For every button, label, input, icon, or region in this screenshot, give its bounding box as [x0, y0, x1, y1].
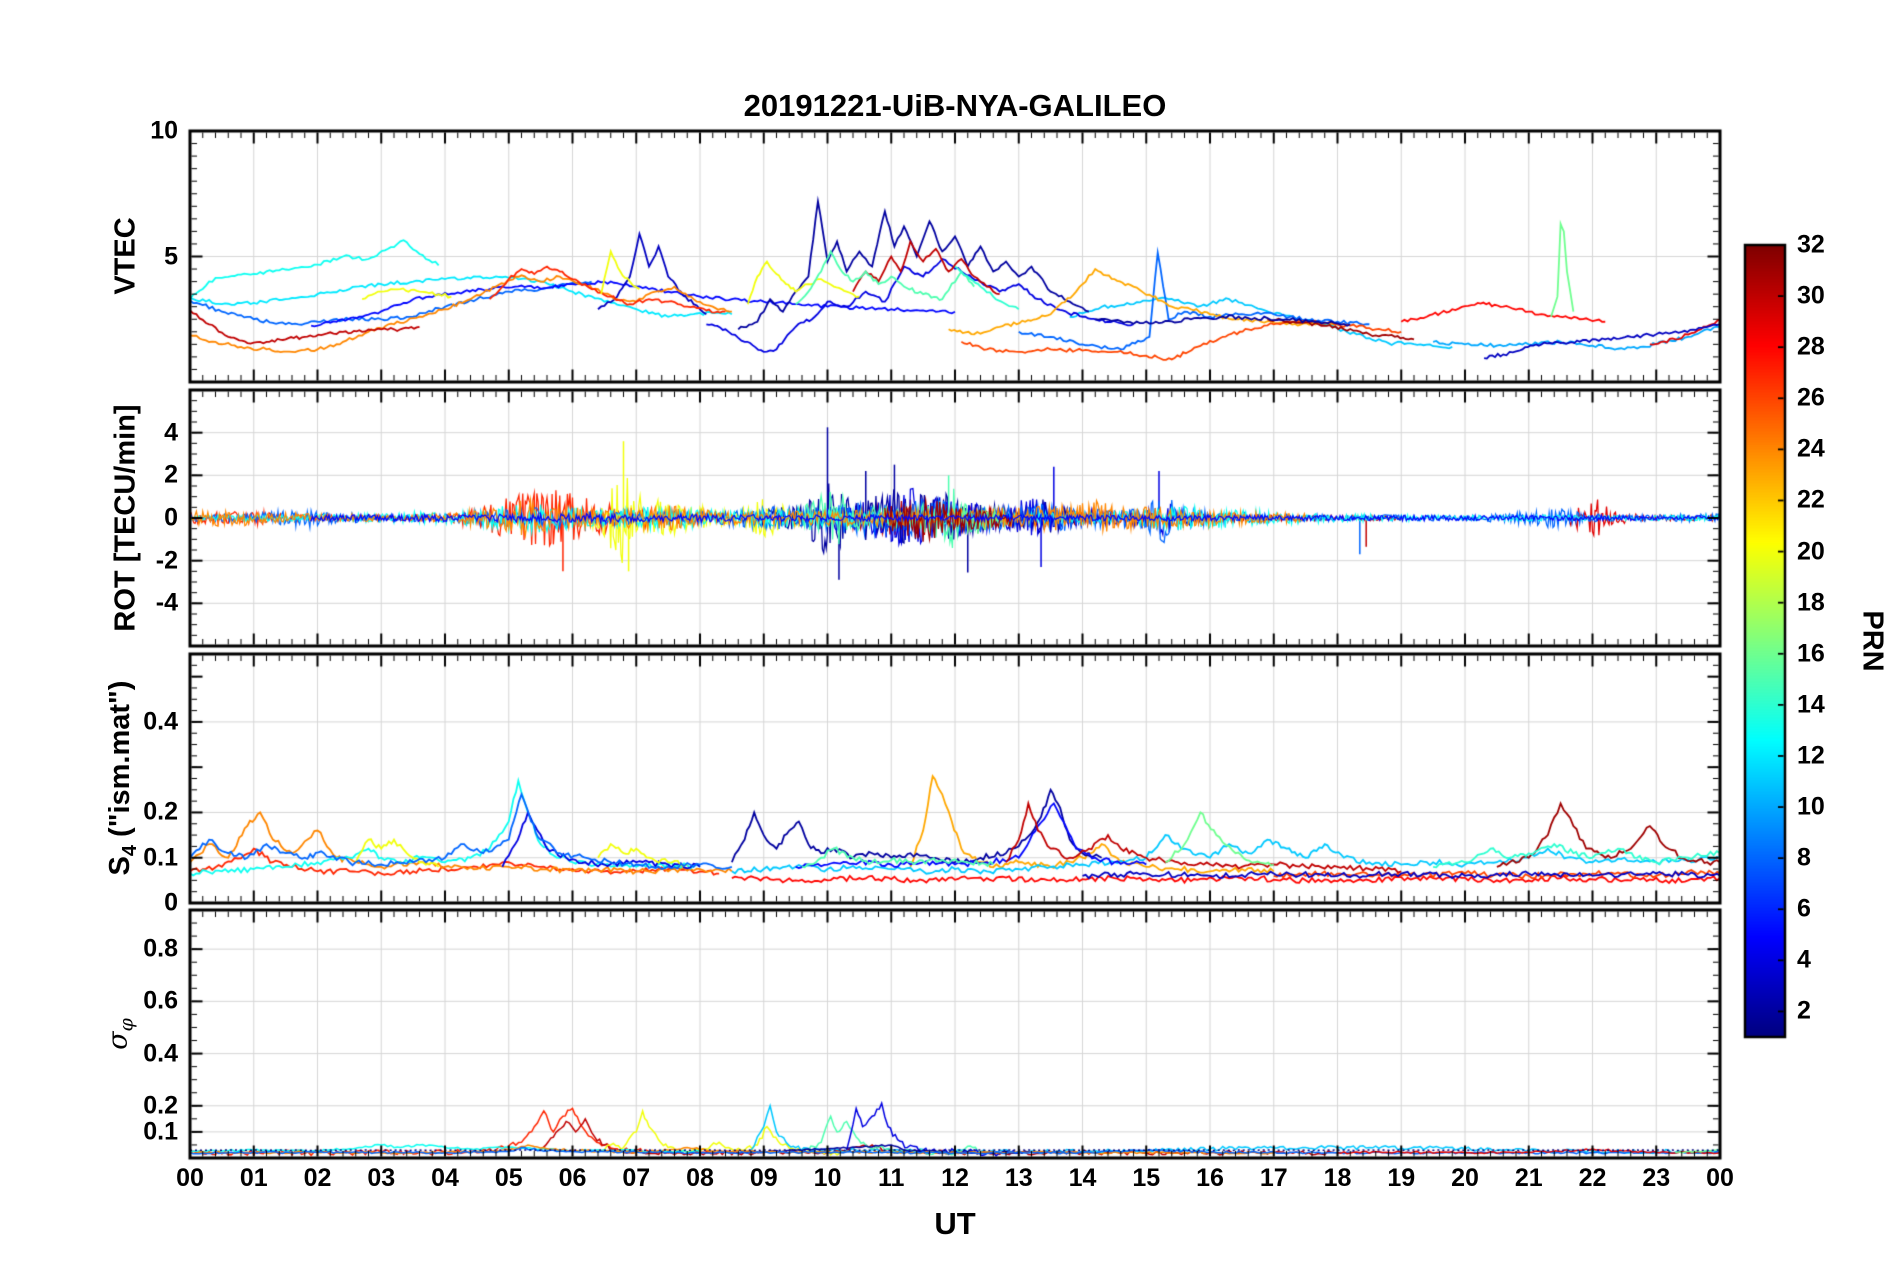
y-tick-label: 5 — [164, 242, 178, 270]
x-tick-label: 11 — [878, 1164, 905, 1192]
vtec-axis-label: VTEC — [109, 217, 142, 295]
y-tick-label: -4 — [155, 588, 178, 617]
colorbar-tick-label: 30 — [1797, 281, 1825, 310]
x-tick-label: 02 — [303, 1164, 332, 1192]
x-tick-label: 09 — [749, 1164, 778, 1192]
colorbar-tick-label: 12 — [1797, 741, 1825, 770]
x-tick-label: 07 — [622, 1164, 651, 1192]
colorbar-tick-label: 8 — [1797, 843, 1811, 872]
y-tick-label: 2 — [164, 460, 178, 489]
y-tick-label: 0.2 — [143, 1091, 178, 1120]
x-tick-label: 18 — [1323, 1164, 1352, 1192]
y-tick-label: 0.6 — [143, 986, 178, 1015]
sigma-label-main: σ — [102, 1031, 134, 1050]
x-tick-label: 13 — [1004, 1164, 1033, 1192]
y-tick-label: 0.2 — [143, 797, 178, 826]
colorbar-tick-label: 24 — [1797, 434, 1825, 463]
y-tick-label: 0 — [164, 503, 178, 532]
x-tick-label: 16 — [1196, 1164, 1224, 1192]
colorbar-tick-label: 28 — [1797, 332, 1825, 361]
rot-axis-label: ROT [TECU/min] — [109, 404, 142, 632]
colorbar-tick-label: 4 — [1797, 945, 1811, 974]
x-tick-label: 20 — [1451, 1164, 1479, 1192]
x-tick-label: 17 — [1259, 1164, 1288, 1192]
y-tick-label: 0.1 — [143, 843, 178, 872]
x-tick-label: 05 — [494, 1164, 523, 1192]
colorbar-tick-label: 6 — [1797, 894, 1811, 923]
chart-title: 20191221-UiB-NYA-GALILEO — [743, 88, 1167, 123]
x-tick-label: 06 — [558, 1164, 587, 1192]
y-tick-label: 0.1 — [143, 1117, 178, 1146]
x-tick-label: 21 — [1514, 1164, 1543, 1192]
s4-label-sub: 4 — [118, 845, 141, 857]
colorbar-tick-label: 2 — [1797, 996, 1811, 1025]
colorbar-tick-label: 10 — [1797, 792, 1825, 821]
x-tick-label: 19 — [1387, 1164, 1416, 1192]
colorbar-tick-label: 14 — [1797, 690, 1825, 719]
colorbar-tick-label: 16 — [1797, 639, 1825, 668]
x-tick-label: 01 — [239, 1164, 268, 1192]
x-axis-label: UT — [934, 1206, 976, 1241]
colorbar-tick-label: 26 — [1797, 383, 1825, 412]
y-tick-label: 0.8 — [143, 934, 178, 963]
x-tick-label: 23 — [1642, 1164, 1671, 1192]
sigma-phi-axis-label: σφ — [102, 1018, 137, 1050]
x-tick-label: 15 — [1132, 1164, 1161, 1192]
x-tick-label: 08 — [686, 1164, 714, 1192]
y-tick-label: 0 — [164, 888, 178, 917]
y-tick-label: 4 — [164, 418, 178, 447]
y-tick-label: -2 — [155, 546, 178, 575]
s4-axis-label: S4 ("ism.mat") — [104, 681, 142, 876]
x-tick-label: 22 — [1578, 1164, 1607, 1192]
sigma-label-sub: φ — [115, 1018, 138, 1032]
x-tick-label: 10 — [813, 1164, 842, 1192]
x-tick-label: 03 — [367, 1164, 396, 1192]
colorbar-tick-label: 22 — [1797, 485, 1825, 514]
x-tick-label: 14 — [1068, 1164, 1097, 1192]
s4-label-rest: ("ism.mat") — [104, 680, 137, 846]
y-tick-label: 10 — [150, 116, 178, 145]
colorbar-tick-label: 20 — [1797, 537, 1825, 566]
x-tick-label: 12 — [941, 1164, 969, 1192]
colorbar-label: PRN — [1856, 610, 1889, 672]
y-tick-label: 0.4 — [143, 707, 178, 736]
x-tick-label: 04 — [431, 1164, 459, 1192]
s4-label-main: S — [104, 856, 137, 876]
x-tick-label: 00 — [176, 1164, 204, 1192]
colorbar-tick-label: 18 — [1797, 588, 1825, 617]
x-tick-label: 00 — [1706, 1164, 1734, 1192]
colorbar-tick-label: 32 — [1797, 230, 1825, 259]
y-tick-label: 0.4 — [143, 1039, 178, 1068]
